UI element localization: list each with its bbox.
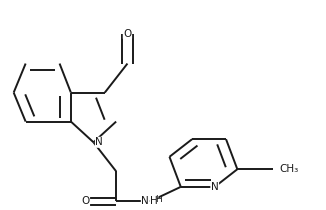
Text: N: N [211, 182, 219, 192]
Text: N: N [141, 196, 149, 206]
Text: CH₃: CH₃ [279, 164, 299, 174]
Text: O: O [123, 29, 132, 38]
Text: H: H [155, 195, 161, 204]
Text: N: N [96, 137, 103, 147]
Text: O: O [81, 196, 90, 206]
Text: H: H [150, 196, 158, 206]
